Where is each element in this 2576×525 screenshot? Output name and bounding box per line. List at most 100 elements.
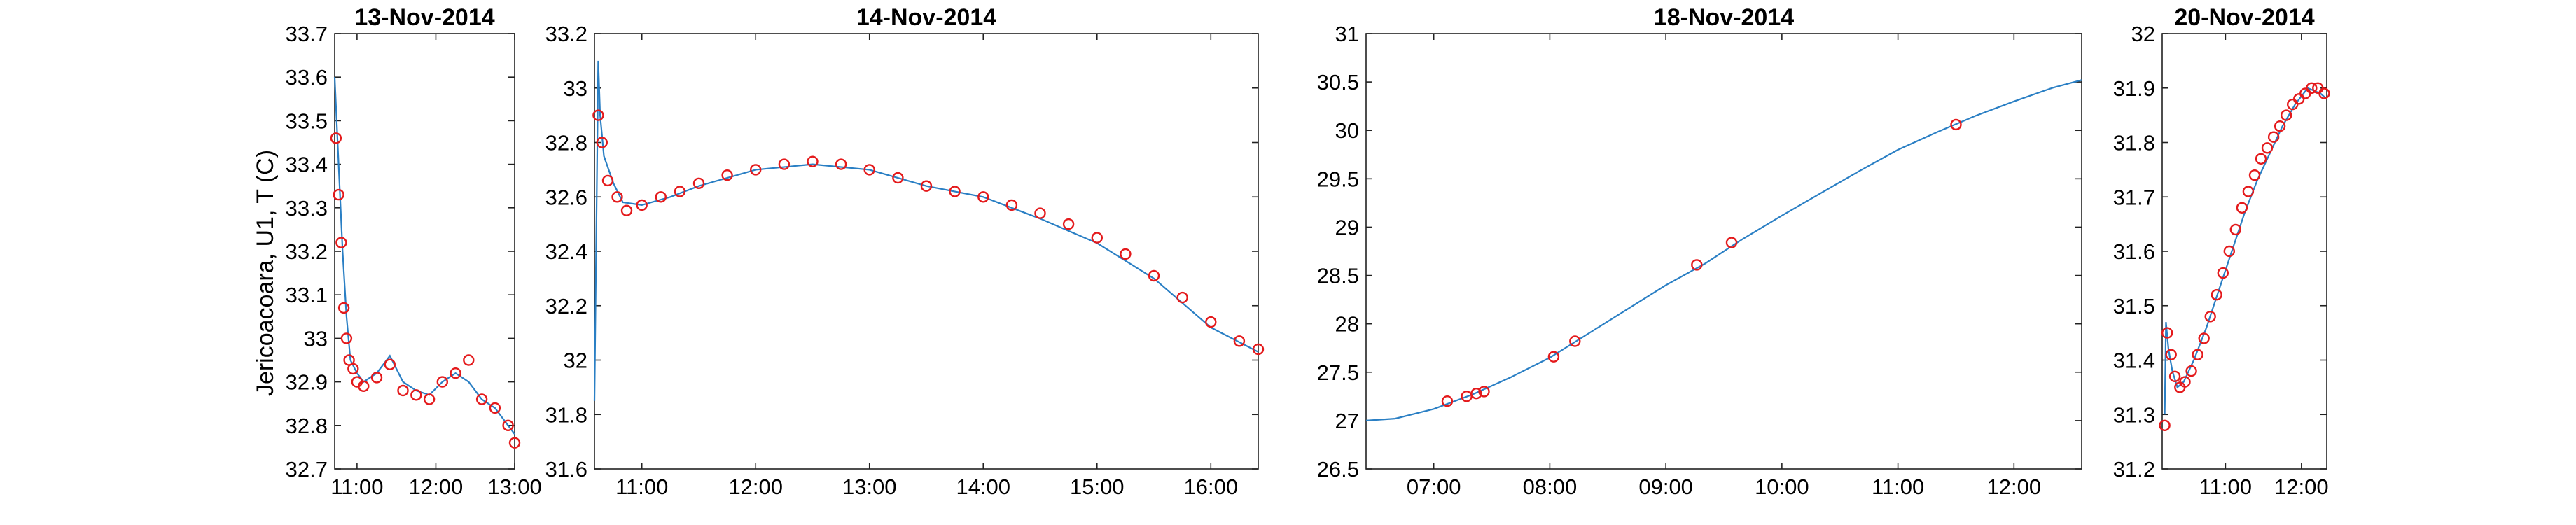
y-tick-label: 31.8 <box>545 402 587 427</box>
y-tick-label: 31 <box>1335 22 1359 46</box>
x-tick-label: 12:00 <box>728 475 783 499</box>
sample-marker <box>1478 386 1490 398</box>
y-tick-label: 28.5 <box>1317 264 1359 288</box>
sample-marker <box>892 172 904 184</box>
sample-marker <box>2261 142 2274 154</box>
sample-marker <box>1252 343 1265 356</box>
y-tick-label: 32.4 <box>545 239 587 264</box>
sample-marker <box>2198 332 2210 344</box>
x-tick-label: 11:00 <box>615 475 668 499</box>
sample-marker <box>335 237 347 248</box>
sample-marker <box>436 376 448 388</box>
sample-marker <box>1547 351 1560 363</box>
sample-marker <box>410 389 422 401</box>
sample-marker <box>596 136 608 148</box>
x-tick-label: 12:00 <box>2274 475 2329 499</box>
sample-marker <box>1005 199 1018 211</box>
x-tick-label: 13:00 <box>487 475 542 499</box>
sample-marker <box>655 191 667 203</box>
sample-marker <box>778 158 791 170</box>
y-tick-label: 32.6 <box>545 185 587 209</box>
sample-marker <box>337 302 350 314</box>
sample-marker <box>2236 202 2248 214</box>
sample-marker <box>1441 396 1454 407</box>
sample-marker <box>863 164 875 176</box>
sample-marker <box>330 132 342 144</box>
y-tick-label: 32 <box>2131 22 2155 46</box>
y-tick-label: 33.2 <box>545 22 587 46</box>
sample-marker <box>692 177 705 189</box>
y-tick-label: 32.7 <box>286 457 328 482</box>
sample-marker <box>333 188 344 201</box>
sample-marker <box>340 332 353 344</box>
x-tick-label: 11:00 <box>330 475 383 499</box>
x-tick-label: 10:00 <box>1755 475 1809 499</box>
sample-marker <box>1950 118 1962 131</box>
y-tick-label: 31.4 <box>2113 349 2155 373</box>
subplot-title: 20-Nov-2014 <box>2174 4 2314 31</box>
x-tick-label: 07:00 <box>1407 475 1461 499</box>
subplot-title: 18-Nov-2014 <box>1654 4 1794 31</box>
y-tick-label: 27.5 <box>1317 360 1359 385</box>
y-tick-label: 30 <box>1335 118 1359 143</box>
sample-marker <box>2248 169 2261 181</box>
sample-marker <box>1120 248 1132 260</box>
x-tick-label: 11:00 <box>2199 475 2252 499</box>
sample-marker <box>1062 218 1075 230</box>
sample-marker <box>2192 349 2203 360</box>
sample-marker <box>2229 223 2242 236</box>
sample-marker <box>2223 245 2236 258</box>
temperature-trace <box>333 77 515 435</box>
sample-marker <box>2318 88 2330 99</box>
sample-marker <box>2217 267 2229 279</box>
sample-marker <box>2299 88 2311 99</box>
sample-marker <box>977 191 989 203</box>
y-tick-label: 27 <box>1335 409 1359 433</box>
sample-marker <box>636 199 648 211</box>
y-tick-label: 26.5 <box>1317 457 1359 482</box>
sample-marker <box>920 180 933 192</box>
y-tick-label: 33.3 <box>286 196 328 220</box>
sample-marker <box>2161 327 2173 339</box>
y-tick-label: 32.8 <box>545 131 587 155</box>
sample-marker <box>463 354 475 366</box>
sample-marker <box>620 204 633 216</box>
x-tick-label: 12:00 <box>1987 475 2042 499</box>
y-tick-label: 31.3 <box>2113 402 2155 427</box>
y-tick-label: 32.2 <box>545 294 587 318</box>
sample-marker <box>502 419 514 431</box>
y-tick-label: 31.6 <box>545 457 587 482</box>
sample-marker <box>1470 388 1482 400</box>
y-tick-label: 33.6 <box>286 65 328 90</box>
y-tick-label: 33.1 <box>286 283 328 307</box>
y-tick-label: 31.9 <box>2113 76 2155 101</box>
sample-marker <box>2306 82 2318 94</box>
sample-marker <box>2274 120 2286 132</box>
y-tick-label: 32.9 <box>286 370 328 395</box>
sample-marker <box>611 191 623 203</box>
y-tick-label: 33.4 <box>286 153 328 177</box>
subplot-1: 13-Nov-2014 32.7 32.8 32.9 33 33.1 33.2 33.3 33.… <box>286 4 542 499</box>
temperature-trace <box>593 60 1259 401</box>
y-tick-label: 31.8 <box>2113 131 2155 155</box>
sample-marker <box>2267 131 2280 143</box>
sample-marker <box>475 393 488 405</box>
x-tick-label: 08:00 <box>1523 475 1578 499</box>
y-tick-label: 33.5 <box>286 108 328 133</box>
sample-marker <box>807 155 819 167</box>
axes-frame <box>594 33 1259 470</box>
sample-marker <box>2280 109 2292 121</box>
subplot-2: 14-Nov-2014 31.6 31.8 32 32.2 32.4 32.6 32.8 33 3… <box>545 4 1265 499</box>
y-tick-label: 32 <box>564 349 587 373</box>
axes-frame <box>2161 33 2327 470</box>
x-tick-label: 15:00 <box>1070 475 1125 499</box>
sample-marker <box>1176 291 1188 304</box>
y-tick-label: 28 <box>1335 312 1359 337</box>
sample-marker <box>1691 259 1703 271</box>
sample-marker <box>2204 311 2216 323</box>
subplot-title: 14-Nov-2014 <box>856 4 996 31</box>
y-tick-label: 33 <box>304 326 328 351</box>
sample-marker <box>370 372 383 384</box>
y-tick-label: 33 <box>564 76 587 101</box>
